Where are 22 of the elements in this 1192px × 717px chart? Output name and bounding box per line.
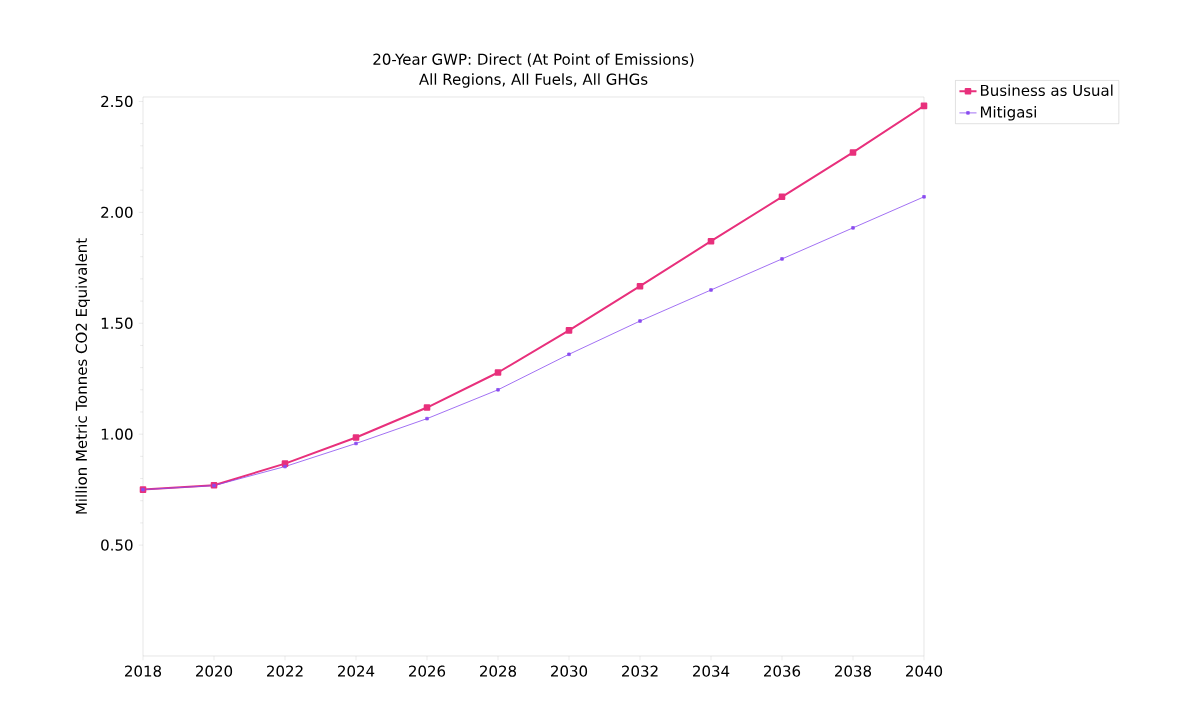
legend-label: Business as Usual — [980, 84, 1113, 97]
y-tick-label: 1.00 — [101, 428, 133, 440]
x-tick-label: 2020 — [196, 665, 233, 677]
y-tick-label: 2.50 — [101, 95, 133, 108]
x-tick-label: 2034 — [693, 665, 730, 677]
x-tick-label: 2028 — [480, 665, 517, 677]
y-axis-title: Million Metric Tonnes CO2 Equivalent — [75, 238, 90, 514]
x-tick-label: 2026 — [409, 665, 446, 677]
legend-label: Mitigasi — [980, 106, 1036, 121]
x-tick-label: 2032 — [622, 665, 658, 677]
x-tick-label: 2024 — [338, 665, 375, 677]
x-tick-label: 2022 — [267, 665, 303, 677]
y-tick-label: 2.00 — [101, 206, 133, 219]
chart-subtitle: All Regions, All Fuels, All GHGs — [419, 73, 648, 88]
x-tick-label: 2040 — [906, 665, 943, 677]
x-tick-label: 2018 — [125, 665, 162, 677]
x-tick-label: 2036 — [764, 665, 801, 677]
x-tick-label: 2030 — [551, 665, 588, 677]
chart-title: 20-Year GWP: Direct (At Point of Emissions) — [373, 53, 694, 67]
y-tick-label: 1.50 — [101, 317, 133, 329]
y-tick-label: 0.50 — [101, 539, 133, 551]
x-tick-label: 2038 — [835, 665, 872, 677]
